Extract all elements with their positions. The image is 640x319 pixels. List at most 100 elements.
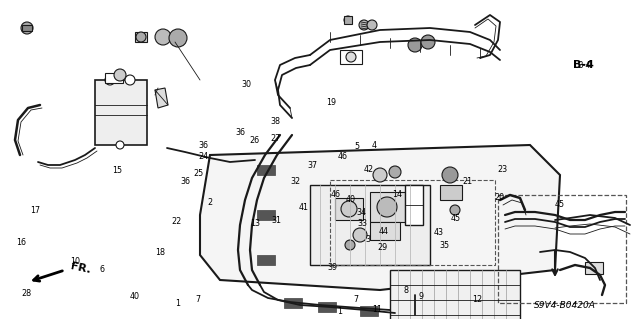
Text: 30: 30: [241, 80, 252, 89]
Text: 12: 12: [472, 295, 482, 304]
Polygon shape: [155, 88, 168, 108]
Text: 6: 6: [100, 265, 105, 274]
Text: 40: 40: [129, 292, 140, 301]
Circle shape: [341, 201, 357, 217]
Text: 17: 17: [30, 206, 40, 215]
Text: 19: 19: [326, 98, 337, 107]
Text: 45: 45: [451, 214, 461, 223]
Circle shape: [442, 167, 458, 183]
Text: 8: 8: [403, 286, 408, 295]
Text: 5: 5: [355, 142, 360, 151]
Text: 7: 7: [196, 295, 201, 304]
Bar: [344, 16, 352, 24]
Circle shape: [345, 240, 355, 250]
Bar: [284, 298, 302, 308]
Text: 27: 27: [270, 134, 280, 143]
Circle shape: [411, 311, 419, 319]
Circle shape: [402, 303, 412, 313]
Text: 45: 45: [555, 200, 565, 209]
Circle shape: [450, 205, 460, 215]
Text: 28: 28: [22, 289, 32, 298]
Circle shape: [125, 75, 135, 85]
Circle shape: [408, 38, 422, 52]
Text: 41: 41: [299, 203, 309, 212]
Text: 24: 24: [198, 152, 209, 161]
Text: 36: 36: [180, 177, 191, 186]
Polygon shape: [200, 145, 560, 290]
Circle shape: [373, 168, 387, 182]
Circle shape: [344, 16, 352, 24]
Text: 38: 38: [270, 117, 280, 126]
Text: 14: 14: [392, 190, 402, 199]
Bar: [405, 185, 423, 225]
Text: 36: 36: [198, 141, 209, 150]
Text: 2: 2: [207, 198, 212, 207]
Bar: [370, 222, 400, 240]
Bar: [360, 306, 378, 316]
Circle shape: [155, 29, 171, 45]
Text: 25: 25: [193, 169, 204, 178]
Text: 46: 46: [331, 190, 341, 199]
Circle shape: [389, 166, 401, 178]
Bar: [390, 305, 400, 313]
Bar: [105, 73, 123, 83]
Text: 20: 20: [494, 193, 504, 202]
Circle shape: [105, 75, 115, 85]
Bar: [257, 165, 275, 175]
Text: 40: 40: [346, 195, 356, 204]
Text: 31: 31: [271, 216, 282, 225]
Text: 42: 42: [364, 165, 374, 174]
Text: 22: 22: [171, 217, 181, 226]
Text: 34: 34: [356, 208, 367, 217]
Text: 10: 10: [70, 257, 81, 266]
Circle shape: [21, 22, 33, 34]
Text: 26: 26: [249, 136, 259, 145]
Text: 15: 15: [112, 166, 122, 175]
Bar: [440, 185, 462, 200]
Text: 43: 43: [433, 228, 444, 237]
Bar: [135, 32, 147, 42]
Bar: [390, 270, 520, 319]
Circle shape: [116, 141, 124, 149]
Text: 1: 1: [337, 307, 342, 315]
Text: 33: 33: [357, 219, 367, 228]
Bar: [95, 80, 147, 145]
Bar: [370, 192, 405, 222]
Bar: [498, 195, 626, 303]
Text: 18: 18: [155, 248, 165, 256]
Text: B-4: B-4: [577, 61, 590, 70]
Text: 39: 39: [328, 263, 338, 272]
Text: 21: 21: [462, 177, 472, 186]
Bar: [310, 185, 430, 265]
Text: 13: 13: [250, 219, 260, 228]
Text: 46: 46: [338, 152, 348, 161]
Circle shape: [421, 35, 435, 49]
Circle shape: [359, 20, 369, 30]
Text: 11: 11: [372, 305, 383, 314]
Bar: [585, 262, 603, 274]
Bar: [340, 50, 362, 64]
Bar: [330, 180, 495, 265]
Text: 37: 37: [307, 161, 317, 170]
Circle shape: [136, 32, 146, 42]
Text: 1: 1: [175, 299, 180, 308]
Text: 35: 35: [440, 241, 450, 250]
Text: 4: 4: [372, 141, 377, 150]
Circle shape: [114, 69, 126, 81]
Circle shape: [367, 20, 377, 30]
Bar: [22, 25, 32, 31]
Text: 44: 44: [379, 227, 389, 236]
Text: FR.: FR.: [70, 261, 92, 275]
Text: 36: 36: [235, 128, 245, 137]
Text: 9: 9: [419, 292, 424, 301]
Text: 16: 16: [16, 238, 26, 247]
Bar: [257, 255, 275, 265]
Text: 23: 23: [497, 165, 508, 174]
Circle shape: [353, 228, 367, 242]
Text: 29: 29: [377, 243, 387, 252]
Circle shape: [377, 197, 397, 217]
Circle shape: [346, 52, 356, 62]
Circle shape: [169, 29, 187, 47]
Text: B-4: B-4: [573, 60, 594, 70]
Bar: [257, 210, 275, 220]
